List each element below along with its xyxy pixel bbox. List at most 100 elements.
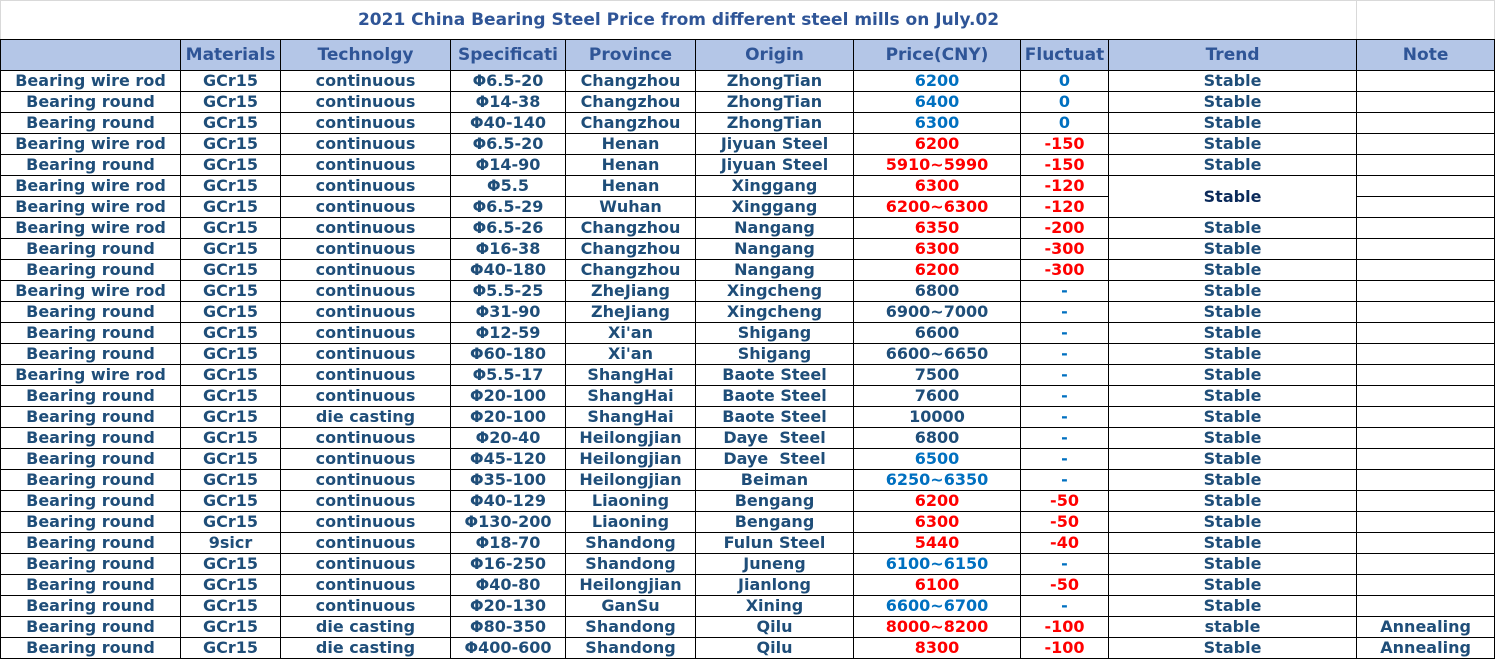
product-cell: Bearing round bbox=[0, 322, 181, 344]
specification-cell: Φ14-90 bbox=[450, 154, 566, 176]
technology-cell: continuous bbox=[280, 175, 451, 197]
material-cell: GCr15 bbox=[180, 280, 281, 302]
product-cell: Bearing round bbox=[0, 490, 181, 512]
product-cell: Bearing wire rod bbox=[0, 175, 181, 197]
trend-cell: Stable bbox=[1107, 532, 1358, 554]
fluctuation-cell: - bbox=[1020, 280, 1109, 302]
specification-cell: Φ18-70 bbox=[450, 532, 566, 554]
note-cell bbox=[1356, 553, 1496, 575]
technology-cell: continuous bbox=[280, 259, 451, 281]
specification-cell: Φ35-100 bbox=[450, 469, 566, 491]
technology-cell: die casting bbox=[280, 637, 451, 659]
specification-cell: Φ6.5-20 bbox=[450, 70, 566, 92]
material-cell: GCr15 bbox=[180, 427, 281, 449]
fluctuation-cell: -300 bbox=[1020, 238, 1109, 260]
product-cell: Bearing round bbox=[0, 427, 181, 449]
origin-cell: Qilu bbox=[695, 637, 854, 659]
product-cell: Bearing round bbox=[0, 511, 181, 533]
product-cell: Bearing round bbox=[0, 301, 181, 323]
material-cell: GCr15 bbox=[180, 133, 281, 155]
data-row: Bearing wire rod GCr15 continuous Φ5.5 Henan… bbox=[0, 175, 1496, 218]
origin-cell: Daye Steel bbox=[695, 427, 854, 449]
fluctuation-cell: -120 bbox=[1020, 175, 1109, 197]
technology-cell: continuous bbox=[280, 574, 451, 596]
product-cell: Bearing wire rod bbox=[0, 196, 181, 218]
material-cell: GCr15 bbox=[180, 322, 281, 344]
price-cell: 10000 bbox=[853, 406, 1021, 428]
price-cell: 8300 bbox=[853, 637, 1021, 659]
province-cell: Shandong bbox=[565, 616, 696, 638]
specification-cell: Φ60-180 bbox=[450, 343, 566, 365]
technology-cell: continuous bbox=[280, 343, 451, 365]
origin-cell: Nangang bbox=[695, 259, 854, 281]
note-cell bbox=[1356, 406, 1496, 428]
origin-cell: ZhongTian bbox=[695, 112, 854, 134]
material-cell: GCr15 bbox=[180, 196, 281, 218]
data-row: Bearing round GCr15 continuous Φ14-38 Changz… bbox=[0, 91, 1496, 113]
specification-cell: Φ400-600 bbox=[450, 637, 566, 659]
trend-cell: Stable bbox=[1107, 259, 1358, 281]
price-cell: 6200~6300 bbox=[853, 196, 1021, 218]
table-title: 2021 China Bearing Steel Price from diff… bbox=[0, 0, 1358, 40]
data-row: Bearing round GCr15 continuous Φ20-40 Heilon… bbox=[0, 427, 1496, 449]
province-cell: Shandong bbox=[565, 637, 696, 659]
origin-cell: Daye Steel bbox=[695, 448, 854, 470]
note-cell bbox=[1356, 301, 1496, 323]
province-cell: Henan bbox=[565, 154, 696, 176]
header-row: Materials Technolgy Specificati Province Ori… bbox=[0, 39, 1496, 71]
data-row: Bearing round GCr15 continuous Φ40-140 Chang… bbox=[0, 112, 1496, 134]
note-cell bbox=[1356, 238, 1496, 260]
note-cell bbox=[1356, 154, 1496, 176]
data-row: Bearing round GCr15 continuous Φ16-38 Changz… bbox=[0, 238, 1496, 260]
product-cell: Bearing wire rod bbox=[0, 133, 181, 155]
province-cell: Shandong bbox=[565, 553, 696, 575]
price-cell: 7500 bbox=[853, 364, 1021, 386]
note-cell bbox=[1356, 91, 1496, 113]
trend-cell: Stable bbox=[1107, 91, 1358, 113]
fluctuation-cell: -100 bbox=[1020, 637, 1109, 659]
price-cell: 6200 bbox=[853, 133, 1021, 155]
technology-cell: continuous bbox=[280, 133, 451, 155]
header-cell: Trend bbox=[1107, 39, 1358, 71]
fluctuation-cell: - bbox=[1020, 343, 1109, 365]
trend-cell: Stable bbox=[1107, 238, 1358, 260]
trend-cell: Stable bbox=[1107, 175, 1358, 218]
specification-cell: Φ20-130 bbox=[450, 595, 566, 617]
material-cell: GCr15 bbox=[180, 364, 281, 386]
fluctuation-cell: 0 bbox=[1020, 91, 1109, 113]
data-row: Bearing round GCr15 continuous Φ60-180 Xi'an… bbox=[0, 343, 1496, 365]
note-cell: Annealing bbox=[1356, 637, 1496, 659]
data-row: Bearing round GCr15 continuous Φ12-59 Xi'an S… bbox=[0, 322, 1496, 344]
specification-cell: Φ40-129 bbox=[450, 490, 566, 512]
material-cell: GCr15 bbox=[180, 511, 281, 533]
price-cell: 8000~8200 bbox=[853, 616, 1021, 638]
fluctuation-cell: 0 bbox=[1020, 112, 1109, 134]
specification-cell: Φ20-40 bbox=[450, 427, 566, 449]
note-cell bbox=[1356, 490, 1496, 512]
trend-cell: Stable bbox=[1107, 595, 1358, 617]
price-cell: 6200 bbox=[853, 490, 1021, 512]
province-cell: Changzhou bbox=[565, 70, 696, 92]
fluctuation-cell: -120 bbox=[1020, 196, 1109, 218]
price-cell: 6800 bbox=[853, 427, 1021, 449]
province-cell: Heilongjian bbox=[565, 427, 696, 449]
origin-cell: Jiyuan Steel bbox=[695, 154, 854, 176]
origin-cell: Xingcheng bbox=[695, 280, 854, 302]
material-cell: GCr15 bbox=[180, 553, 281, 575]
fluctuation-cell: - bbox=[1020, 406, 1109, 428]
origin-cell: Baote Steel bbox=[695, 385, 854, 407]
technology-cell: continuous bbox=[280, 154, 451, 176]
product-cell: Bearing round bbox=[0, 154, 181, 176]
product-cell: Bearing round bbox=[0, 259, 181, 281]
fluctuation-cell: - bbox=[1020, 469, 1109, 491]
province-cell: Shandong bbox=[565, 532, 696, 554]
product-cell: Bearing round bbox=[0, 532, 181, 554]
price-cell: 6900~7000 bbox=[853, 301, 1021, 323]
product-cell: Bearing round bbox=[0, 91, 181, 113]
origin-cell: Bengang bbox=[695, 511, 854, 533]
note-cell bbox=[1356, 280, 1496, 302]
title-row: 2021 China Bearing Steel Price from diff… bbox=[0, 0, 1496, 40]
origin-cell: Xinggang bbox=[695, 175, 854, 197]
origin-cell: Qilu bbox=[695, 616, 854, 638]
